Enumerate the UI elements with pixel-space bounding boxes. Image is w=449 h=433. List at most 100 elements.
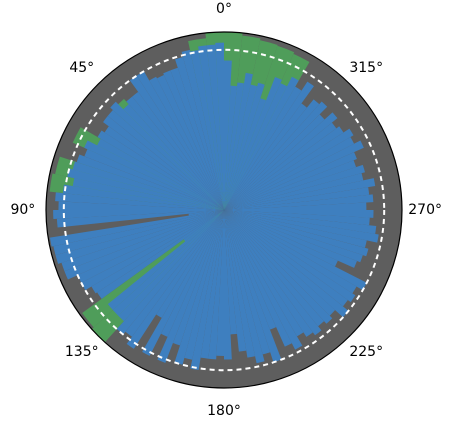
polar-bar bbox=[224, 83, 288, 210]
polar-bar bbox=[224, 82, 265, 210]
polar-bar bbox=[224, 210, 356, 303]
polar-bar bbox=[118, 210, 224, 322]
polar-bar bbox=[224, 84, 258, 210]
polar-bar bbox=[224, 85, 238, 210]
polar-bar bbox=[190, 210, 224, 370]
polar-bar bbox=[224, 210, 277, 330]
polar-bar bbox=[224, 210, 369, 257]
polar-bar bbox=[112, 210, 224, 316]
bars-layer bbox=[49, 42, 379, 370]
polar-bar bbox=[224, 178, 376, 210]
polar-bar bbox=[126, 96, 224, 210]
polar-bar bbox=[53, 210, 225, 219]
theta-tick-label: 180° bbox=[207, 403, 241, 419]
polar-bar bbox=[84, 149, 224, 210]
polar-bar bbox=[224, 164, 365, 210]
polar-bar bbox=[224, 210, 338, 267]
polar-bar bbox=[224, 194, 374, 210]
polar-bar bbox=[129, 75, 224, 210]
polar-bar bbox=[184, 210, 224, 360]
polar-bar bbox=[224, 128, 354, 210]
polar-bar bbox=[224, 210, 357, 268]
polar-bar bbox=[76, 154, 224, 210]
polar-bar bbox=[62, 184, 224, 210]
polar-bar bbox=[149, 76, 224, 210]
theta-ticks: 0° 45° 90° 135° 180° 225° 270° 315° bbox=[10, 1, 442, 419]
polar-bar bbox=[181, 49, 224, 211]
polar-bar bbox=[224, 72, 253, 210]
polar-bar bbox=[104, 126, 224, 210]
polar-bar bbox=[84, 140, 224, 210]
polar-bar bbox=[224, 152, 357, 210]
polar-bar bbox=[183, 210, 224, 242]
polar-bar bbox=[56, 210, 225, 228]
polar-bar bbox=[116, 210, 224, 335]
polar-bar bbox=[58, 201, 225, 210]
polar-bar bbox=[224, 210, 238, 335]
polar-bar bbox=[156, 75, 224, 210]
polar-bar bbox=[224, 210, 292, 347]
polar-bar bbox=[224, 210, 367, 248]
polar-bar bbox=[61, 210, 225, 272]
polar-bar bbox=[97, 130, 224, 210]
polar-bar bbox=[77, 210, 224, 283]
polar-bar bbox=[224, 210, 370, 226]
polar-bar bbox=[224, 210, 271, 355]
polar-bar bbox=[107, 210, 224, 311]
polar-bar bbox=[123, 104, 224, 210]
polar-bar bbox=[224, 81, 314, 211]
polar-bar bbox=[224, 137, 355, 210]
theta-tick-label: 45° bbox=[69, 60, 94, 76]
polar-frame bbox=[45, 31, 403, 389]
polar-bar bbox=[224, 210, 379, 243]
theta-tick-label: 315° bbox=[349, 60, 383, 76]
polar-bar bbox=[224, 210, 247, 352]
polar-bar bbox=[224, 86, 302, 210]
polar-bar bbox=[206, 44, 224, 211]
polar-bar bbox=[107, 109, 224, 210]
polar-bar bbox=[126, 210, 224, 349]
polar-bar bbox=[224, 160, 357, 210]
polar-bar bbox=[175, 56, 224, 211]
polar-bar bbox=[125, 210, 224, 337]
polar-bar bbox=[97, 138, 224, 210]
polar-bar bbox=[224, 187, 370, 210]
polar-bar bbox=[224, 210, 333, 324]
polar-bar bbox=[174, 210, 224, 365]
polar-bar bbox=[224, 122, 337, 210]
polar-bar bbox=[142, 210, 224, 356]
polar-bar bbox=[72, 178, 224, 210]
polar-bar bbox=[224, 210, 367, 291]
polar-bar bbox=[224, 60, 232, 211]
polar-bar bbox=[224, 210, 348, 307]
polar-bar bbox=[188, 210, 224, 216]
polar-bar bbox=[110, 101, 224, 210]
polar-bar bbox=[160, 210, 224, 337]
polar-bar bbox=[224, 210, 374, 218]
polar-bar bbox=[224, 210, 256, 358]
theta-tick-label: 0° bbox=[216, 1, 232, 17]
polar-bar bbox=[103, 115, 224, 210]
polar-bar bbox=[55, 210, 224, 264]
polar-bar bbox=[200, 210, 224, 359]
polar-bar bbox=[208, 210, 224, 360]
polar-bar bbox=[224, 210, 304, 337]
polar-bar bbox=[67, 168, 224, 210]
polar-bar bbox=[163, 70, 224, 210]
polar-bar bbox=[224, 103, 307, 210]
polar-bar bbox=[224, 210, 322, 336]
polar-bar bbox=[132, 91, 224, 210]
polar-bar bbox=[224, 210, 336, 316]
polar-bar bbox=[224, 126, 344, 210]
polar-bar bbox=[72, 161, 224, 210]
polar-bar bbox=[156, 210, 224, 318]
polar-bar bbox=[224, 114, 325, 210]
polar-bar bbox=[224, 82, 245, 210]
polar-bar bbox=[198, 45, 224, 210]
polar-bar bbox=[224, 210, 357, 294]
polar-bar bbox=[136, 71, 224, 211]
polar-bar bbox=[91, 210, 224, 294]
polar-bar bbox=[224, 202, 367, 210]
polar-bar bbox=[224, 210, 232, 360]
